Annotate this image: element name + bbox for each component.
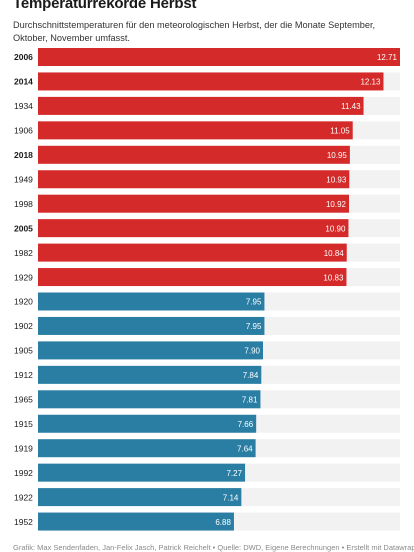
bar-row: 2014 12.13 [14, 72, 400, 91]
chart-title: Temperaturrekorde Herbst [13, 0, 197, 12]
value-label: 12.13 [360, 78, 381, 87]
value-label: 10.83 [323, 273, 344, 282]
bar [38, 48, 400, 66]
category-label: 1915 [14, 419, 33, 429]
bar [38, 72, 384, 91]
value-label: 7.14 [223, 493, 239, 502]
bar [38, 170, 350, 189]
category-label: 2005 [14, 223, 33, 233]
bar-row: 1915 7.66 [14, 414, 400, 433]
bar-row: 1982 10.84 [14, 243, 400, 262]
bar-row: 1949 10.93 [14, 170, 400, 189]
value-label: 12.71 [377, 53, 398, 62]
bar-row: 1965 7.81 [14, 390, 400, 409]
bar [38, 243, 347, 262]
bar-row: 2018 10.95 [14, 145, 400, 164]
bar [38, 463, 246, 482]
category-label: 1929 [14, 272, 33, 282]
category-label: 1902 [14, 321, 33, 331]
bar-row: 1905 7.90 [14, 341, 400, 360]
value-label: 6.88 [215, 518, 231, 527]
value-label: 10.95 [327, 151, 348, 160]
value-label: 10.92 [326, 200, 347, 209]
value-label: 10.93 [326, 175, 347, 184]
category-label: 2018 [14, 150, 33, 160]
category-label: 1949 [14, 174, 33, 184]
value-label: 7.95 [246, 298, 262, 307]
bar-row: 1902 7.95 [14, 316, 400, 335]
value-label: 7.81 [242, 396, 258, 405]
bar [38, 439, 256, 458]
category-label: 1912 [14, 370, 33, 380]
bar [38, 96, 364, 115]
bar [38, 194, 350, 213]
value-label: 11.43 [341, 102, 361, 111]
bar-row: 1992 7.27 [14, 463, 400, 482]
category-label: 1920 [14, 297, 33, 307]
bar [38, 292, 265, 311]
bar [38, 219, 349, 238]
value-label: 7.66 [238, 420, 254, 429]
value-label: 7.84 [243, 371, 259, 380]
category-label: 1952 [14, 517, 33, 527]
bar [38, 341, 264, 360]
bar-row: 1934 11.43 [14, 96, 400, 115]
category-label: 1992 [14, 468, 33, 478]
bar-row: 2005 10.90 [14, 219, 400, 238]
bar-row: 1922 7.14 [14, 488, 400, 507]
chart-subtitle: Durchschnittstemperaturen für den meteor… [13, 20, 376, 43]
value-label: 10.90 [325, 224, 346, 233]
category-label: 1919 [14, 443, 33, 453]
bar [38, 414, 257, 433]
bar-row: 1929 10.83 [14, 268, 400, 287]
bar-row: 1912 7.84 [14, 365, 400, 384]
category-label: 1922 [14, 492, 33, 502]
category-label: 1998 [14, 199, 33, 209]
value-label: 7.95 [246, 322, 262, 331]
bar [38, 390, 261, 409]
bar [38, 488, 242, 507]
value-label: 11.05 [330, 127, 350, 136]
bar [38, 268, 347, 287]
category-label: 2014 [14, 77, 33, 87]
value-label: 7.90 [244, 347, 260, 356]
category-label: 1965 [14, 395, 33, 405]
bar-row: 1998 10.92 [14, 194, 400, 213]
category-label: 1982 [14, 248, 33, 258]
bar-row: 1952 6.88 [14, 512, 400, 531]
bar [38, 365, 262, 384]
bar [38, 121, 353, 140]
bar-row: 1919 7.64 [14, 439, 400, 458]
category-label: 1934 [14, 101, 33, 111]
bar-row: 1920 7.95 [14, 292, 400, 311]
bar [38, 316, 265, 335]
bar-row: 2006 12.71 [14, 48, 400, 66]
bar [38, 512, 234, 531]
category-label: 1905 [14, 346, 33, 356]
value-label: 10.84 [324, 249, 345, 258]
value-label: 7.27 [226, 469, 242, 478]
bar [38, 145, 350, 164]
value-label: 7.64 [237, 444, 253, 453]
category-label: 2006 [14, 52, 33, 62]
chart-credits: Grafik: Max Sendenfaden, Jan-Felix Jasch… [13, 543, 414, 552]
category-label: 1906 [14, 126, 33, 136]
bar-row: 1906 11.05 [14, 121, 400, 140]
